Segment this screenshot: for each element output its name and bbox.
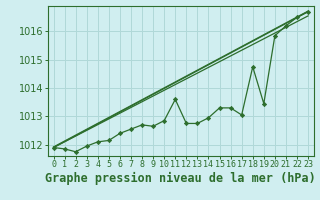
X-axis label: Graphe pression niveau de la mer (hPa): Graphe pression niveau de la mer (hPa) <box>45 172 316 185</box>
